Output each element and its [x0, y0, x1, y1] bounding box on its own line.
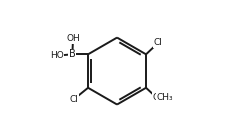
- Text: Cl: Cl: [153, 38, 162, 47]
- Text: CH₃: CH₃: [156, 93, 173, 102]
- Text: O: O: [152, 93, 159, 102]
- Text: OH: OH: [66, 34, 79, 43]
- Text: Cl: Cl: [69, 95, 78, 104]
- Text: HO: HO: [49, 51, 63, 60]
- Text: B: B: [69, 49, 75, 59]
